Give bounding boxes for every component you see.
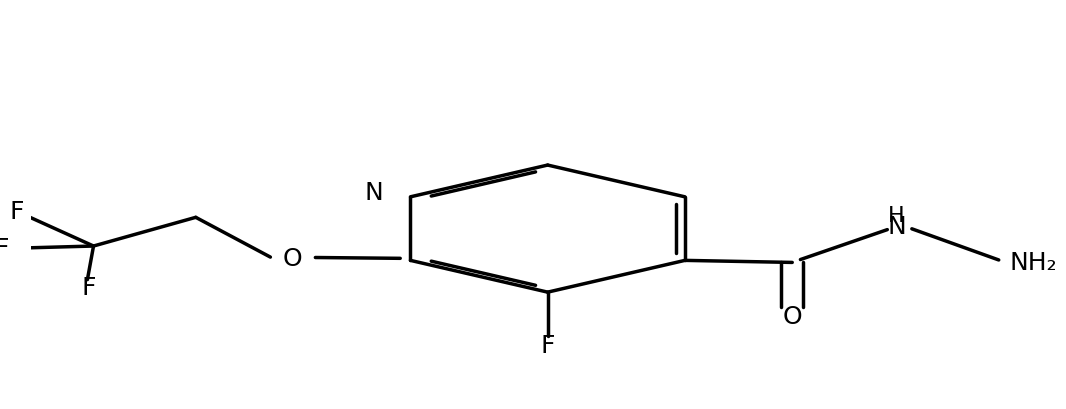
Text: O: O xyxy=(284,247,303,271)
Text: F: F xyxy=(10,200,25,224)
Text: O: O xyxy=(782,304,802,328)
Text: N: N xyxy=(365,180,383,204)
Text: N: N xyxy=(887,214,906,238)
Text: F: F xyxy=(81,275,96,299)
Text: NH₂: NH₂ xyxy=(1010,251,1057,275)
Text: F: F xyxy=(540,334,555,357)
Text: H: H xyxy=(888,206,905,226)
Text: F: F xyxy=(0,236,9,261)
